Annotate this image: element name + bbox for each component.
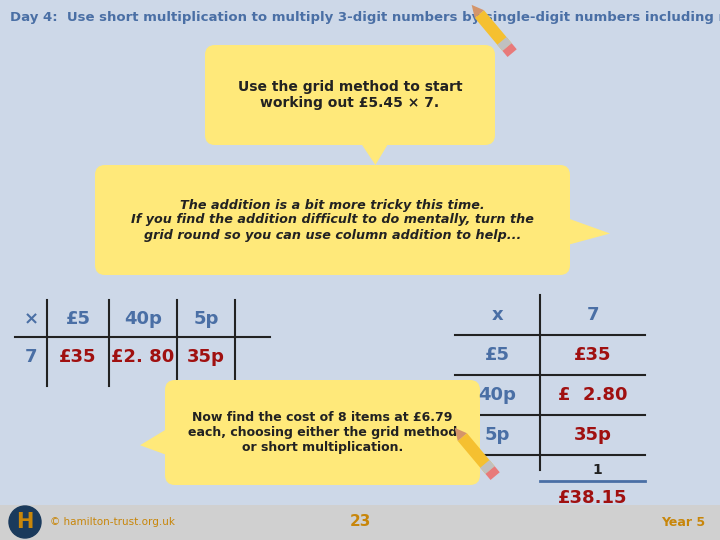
Text: H: H (17, 512, 34, 532)
Text: 5p: 5p (485, 426, 510, 444)
Polygon shape (454, 428, 467, 441)
Text: £5: £5 (66, 310, 91, 328)
Text: 40p: 40p (124, 310, 162, 328)
Text: Day 4:  Use short multiplication to multiply 3-digit numbers by single-digit num: Day 4: Use short multiplication to multi… (10, 11, 720, 24)
Text: £38.15: £38.15 (558, 489, 627, 507)
FancyBboxPatch shape (165, 380, 480, 485)
Polygon shape (560, 215, 610, 247)
Polygon shape (485, 466, 500, 480)
Text: £5: £5 (485, 346, 510, 364)
Text: x: x (492, 306, 503, 324)
Text: 35p: 35p (574, 426, 611, 444)
Polygon shape (472, 5, 484, 18)
Text: Now find the cost of 8 items at £6.79
each, choosing either the grid method
or s: Now find the cost of 8 items at £6.79 ea… (188, 411, 457, 454)
FancyBboxPatch shape (95, 165, 570, 275)
Polygon shape (480, 460, 495, 474)
Circle shape (9, 506, 41, 538)
Text: 5p: 5p (193, 310, 219, 328)
Text: £35: £35 (574, 346, 611, 364)
Polygon shape (474, 10, 512, 51)
Text: © hamilton-trust.org.uk: © hamilton-trust.org.uk (50, 517, 175, 527)
Text: £35: £35 (59, 348, 96, 367)
Text: 40p: 40p (479, 386, 516, 404)
Text: 7: 7 (586, 306, 599, 324)
Text: Use the grid method to start
working out £5.45 × 7.: Use the grid method to start working out… (238, 80, 462, 110)
Text: 1: 1 (593, 463, 603, 477)
Text: 35p: 35p (187, 348, 225, 367)
Text: ×: × (24, 310, 39, 328)
FancyBboxPatch shape (205, 45, 495, 145)
FancyBboxPatch shape (0, 505, 720, 540)
Text: £  2.80: £ 2.80 (558, 386, 627, 404)
Polygon shape (503, 43, 517, 57)
Polygon shape (356, 135, 393, 165)
Polygon shape (458, 433, 495, 474)
Text: The addition is a bit more tricky this time.
If you find the addition difficult : The addition is a bit more tricky this t… (131, 199, 534, 241)
Polygon shape (498, 37, 512, 51)
Text: £2. 80: £2. 80 (112, 348, 175, 367)
Text: 7: 7 (24, 348, 37, 367)
Text: 23: 23 (349, 515, 371, 530)
Polygon shape (140, 424, 175, 458)
Text: Year 5: Year 5 (661, 516, 705, 529)
